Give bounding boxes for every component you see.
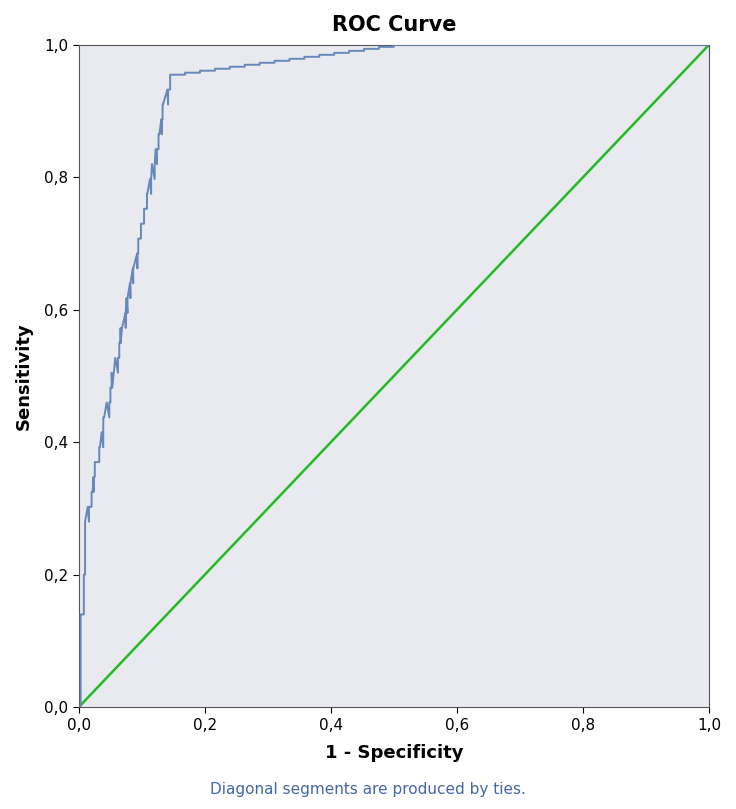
Title: ROC Curve: ROC Curve — [332, 15, 456, 35]
Text: Diagonal segments are produced by ties.: Diagonal segments are produced by ties. — [210, 781, 526, 797]
Y-axis label: Sensitivity: Sensitivity — [15, 322, 33, 430]
X-axis label: 1 - Specificity: 1 - Specificity — [325, 743, 463, 761]
